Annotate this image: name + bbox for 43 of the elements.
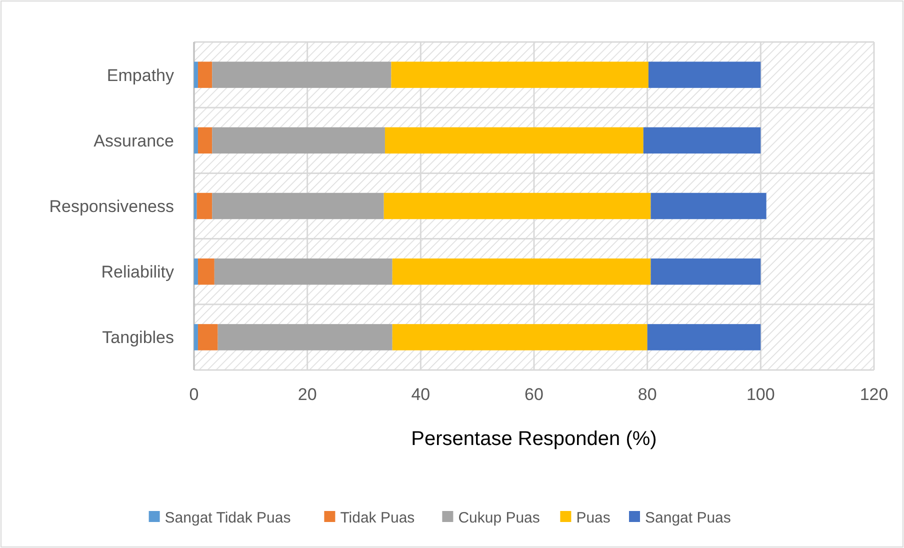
y-tick-label: Reliability <box>101 262 174 282</box>
legend-label: Sangat Tidak Puas <box>164 509 291 526</box>
bar <box>194 324 198 350</box>
bar <box>384 192 651 220</box>
legend-label: Cukup Puas <box>458 509 540 526</box>
bar <box>212 127 385 154</box>
x-tick-label: 120 <box>860 385 888 404</box>
x-tick-label: 20 <box>298 385 317 404</box>
x-axis-title: Persentase Responden (%) <box>411 428 657 450</box>
bar <box>198 258 214 285</box>
bar <box>391 62 648 88</box>
bar <box>212 192 384 220</box>
bar <box>194 127 198 154</box>
bar <box>194 62 198 88</box>
y-tick-label: Tangibles <box>102 328 174 348</box>
bar <box>196 192 212 220</box>
bar <box>198 324 218 350</box>
bar <box>212 62 392 88</box>
legend-label: Sangat Puas <box>645 509 731 526</box>
x-tick-label: 40 <box>411 385 430 404</box>
y-tick-label: Assurance <box>94 131 174 150</box>
bar <box>194 258 198 285</box>
bar <box>218 324 392 350</box>
bar <box>384 127 644 154</box>
x-tick-label: 80 <box>638 385 657 404</box>
bar <box>194 192 197 220</box>
bar <box>392 258 651 285</box>
bar <box>198 127 212 154</box>
x-tick-label: 0 <box>189 385 199 404</box>
x-tick-label: 100 <box>746 385 775 404</box>
bar <box>647 324 761 350</box>
x-tick-label: 60 <box>524 385 544 404</box>
bar <box>214 258 392 285</box>
y-tick-label: Responsiveness <box>49 196 174 216</box>
bar <box>648 62 761 88</box>
y-tick-label: Empathy <box>106 66 174 85</box>
legend-label: Puas <box>576 509 610 526</box>
bar <box>643 127 761 154</box>
bar <box>392 324 648 350</box>
legend-label: Tidak Puas <box>340 509 415 526</box>
bar <box>650 192 766 220</box>
bar <box>650 258 761 285</box>
bar <box>198 62 212 88</box>
